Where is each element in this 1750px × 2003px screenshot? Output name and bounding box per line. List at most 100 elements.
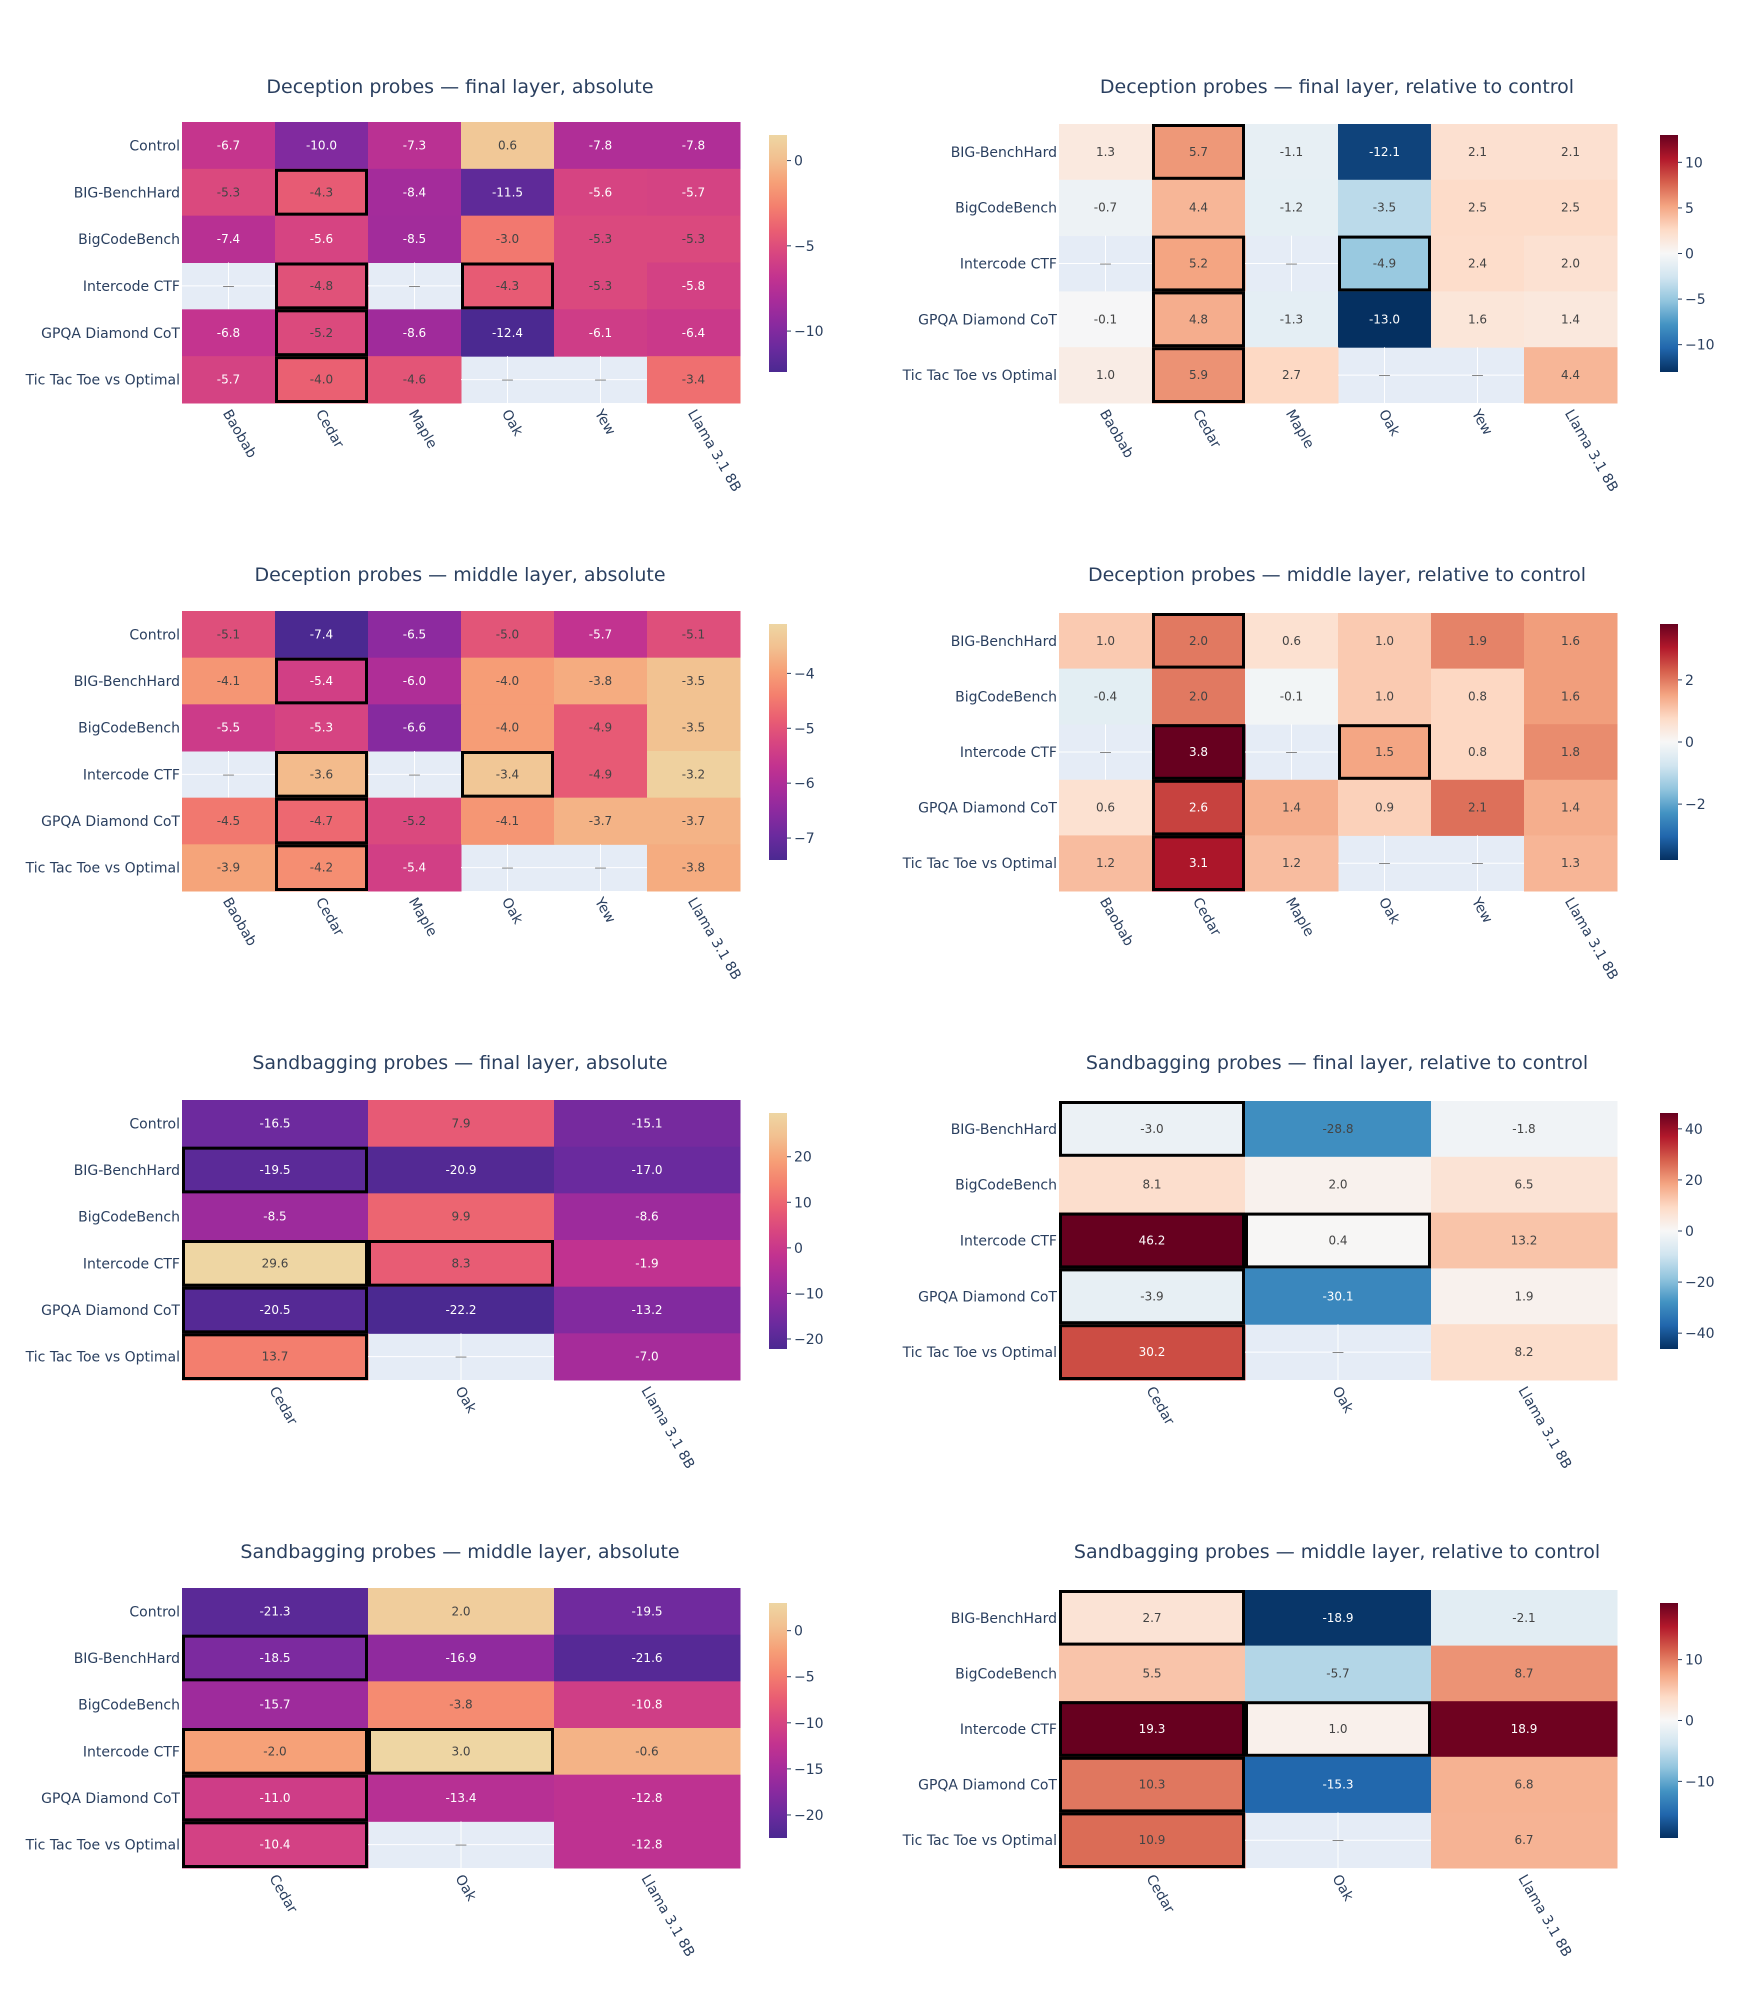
colorbar-tick-label: −5: [1685, 292, 1706, 308]
heatmap-cell: [1338, 179, 1432, 237]
heatmap-cell: [1152, 179, 1246, 237]
heatmap-cell: [1245, 179, 1339, 237]
missing-cell-label: —: [595, 861, 607, 875]
heatmap-cell: [368, 1588, 555, 1636]
panel-title: Deception probes — final layer, absolute: [266, 76, 653, 98]
cell-value-label: 4.4: [1561, 368, 1580, 382]
heatmap-cell: [368, 122, 462, 170]
highlight-box: [1338, 724, 1431, 780]
heatmap-cell: [275, 751, 369, 799]
heatmap-cell: [554, 1333, 741, 1381]
heatmap-cell: [182, 215, 276, 263]
heatmap-cell: [647, 611, 741, 659]
colorbar-tick-label: −20: [794, 1332, 824, 1348]
cell-value-label: -5.6: [310, 232, 333, 246]
heatmap-panel-4: Deception probes — middle layer, relativ…: [902, 564, 1706, 983]
heatmap-cell: [1245, 1212, 1432, 1269]
cell-value-label: -5.3: [310, 721, 333, 735]
cell-value-label: -5.7: [589, 627, 612, 641]
highlight-box: [368, 1240, 554, 1287]
heatmap-cell: [182, 356, 276, 404]
heatmap-cell: [275, 168, 369, 217]
colorbar-tick-label: −10: [1685, 338, 1715, 354]
row-label-tic-tac-toe-vs-optimal: Tic Tac Toe vs Optimal: [902, 856, 1057, 872]
row-label-big-benchhard: BIG-BenchHard: [74, 674, 180, 690]
cell-value-label: 1.9: [1468, 634, 1487, 648]
row-label-big-benchhard: BIG-BenchHard: [74, 1163, 180, 1179]
cell-value-label: 8.3: [451, 1256, 470, 1270]
cell-value-label: 5.2: [1189, 257, 1208, 271]
highlight-box: [275, 168, 368, 216]
column-label-baobab: Baobab: [219, 895, 259, 949]
heatmap-cell: [182, 1681, 369, 1729]
colorbar-tick-label: 40: [1685, 1122, 1703, 1138]
colorbar-tick-label: −10: [794, 1716, 824, 1732]
heatmap-cell: [368, 1634, 555, 1682]
missing-cell-label: —: [1286, 745, 1298, 759]
highlight-box: [1152, 835, 1245, 892]
column-label-llama-3-1-8b: Llama 3.1 8B: [1515, 1872, 1575, 1960]
column-label-oak: Oak: [1375, 407, 1403, 440]
heatmap-cell: [554, 262, 648, 310]
heatmap-cell: [1152, 291, 1246, 348]
heatmap-cell: [182, 1193, 369, 1241]
cell-value-label: -20.5: [259, 1303, 290, 1317]
heatmap-cell: [368, 1100, 555, 1148]
cell-value-label: -19.5: [631, 1604, 662, 1618]
heatmap-cell: [1152, 124, 1246, 181]
highlight-box: [1152, 291, 1245, 348]
heatmap-cell: [461, 215, 555, 263]
heatmap-cell: [554, 1146, 741, 1194]
row-label-big-benchhard: BIG-BenchHard: [951, 1611, 1057, 1627]
row-label-tic-tac-toe-vs-optimal: Tic Tac Toe vs Optimal: [25, 861, 180, 877]
cell-value-label: -3.9: [217, 861, 240, 875]
highlight-box: [461, 262, 554, 310]
cell-value-label: -6.5: [403, 627, 426, 641]
cell-value-label: -3.0: [1140, 1122, 1163, 1136]
heatmap-cell: [1431, 1324, 1618, 1381]
heatmap-cell: [1431, 1212, 1618, 1269]
cell-value-label: -2.0: [263, 1744, 286, 1758]
missing-cell-label: —: [1379, 368, 1391, 382]
cell-value-label: -1.8: [1512, 1122, 1535, 1136]
column-label-oak: Oak: [1329, 1384, 1357, 1417]
cell-value-label: -0.7: [1094, 201, 1117, 215]
highlight-box: [1059, 1590, 1245, 1646]
heatmap-cell: [1431, 1101, 1618, 1158]
cell-value-label: -3.8: [682, 861, 705, 875]
column-label-llama-3-1-8b: Llama 3.1 8B: [684, 407, 744, 495]
heatmap-cell: [368, 215, 462, 263]
row-label-intercode-ctf: Intercode CTF: [83, 279, 180, 295]
row-label-big-benchhard: BIG-BenchHard: [951, 634, 1057, 650]
heatmap-cell: [1245, 668, 1339, 725]
cell-value-label: -0.1: [1094, 312, 1117, 326]
cell-value-label: -5.2: [310, 326, 333, 340]
highlight-box: [275, 356, 368, 403]
heatmap-cell: [1524, 179, 1618, 237]
heatmap-cell: [368, 797, 462, 845]
cell-value-label: -7.3: [403, 138, 426, 152]
missing-cell-label: —: [455, 1838, 467, 1852]
cell-value-label: -12.4: [492, 326, 523, 340]
column-label-yew: Yew: [1468, 894, 1496, 926]
row-label-bigcodebench: BigCodeBench: [955, 1666, 1057, 1682]
colorbar-tick-label: 20: [794, 1150, 812, 1166]
heatmap-cell: [461, 751, 555, 799]
row-label-big-benchhard: BIG-BenchHard: [951, 1122, 1057, 1138]
colorbar-tick-label: −40: [1685, 1326, 1715, 1342]
heatmap-cell: [1431, 613, 1525, 670]
heatmap-cell: [1524, 779, 1618, 836]
cell-value-label: 2.1: [1468, 801, 1487, 815]
colorbar-tick-label: −7: [794, 831, 815, 847]
colorbar-tick-label: −10: [1685, 1774, 1715, 1790]
cell-value-label: -13.4: [445, 1791, 476, 1805]
highlight-box: [461, 751, 554, 798]
cell-value-label: -3.7: [589, 814, 612, 828]
cell-value-label: 2.7: [1142, 1611, 1161, 1625]
cell-value-label: -2.1: [1512, 1611, 1535, 1625]
column-label-oak: Oak: [498, 407, 526, 440]
highlight-box: [275, 657, 368, 705]
highlight-box: [1152, 235, 1245, 292]
cell-value-label: -6.4: [682, 326, 705, 340]
heatmap-cell: [647, 215, 741, 263]
